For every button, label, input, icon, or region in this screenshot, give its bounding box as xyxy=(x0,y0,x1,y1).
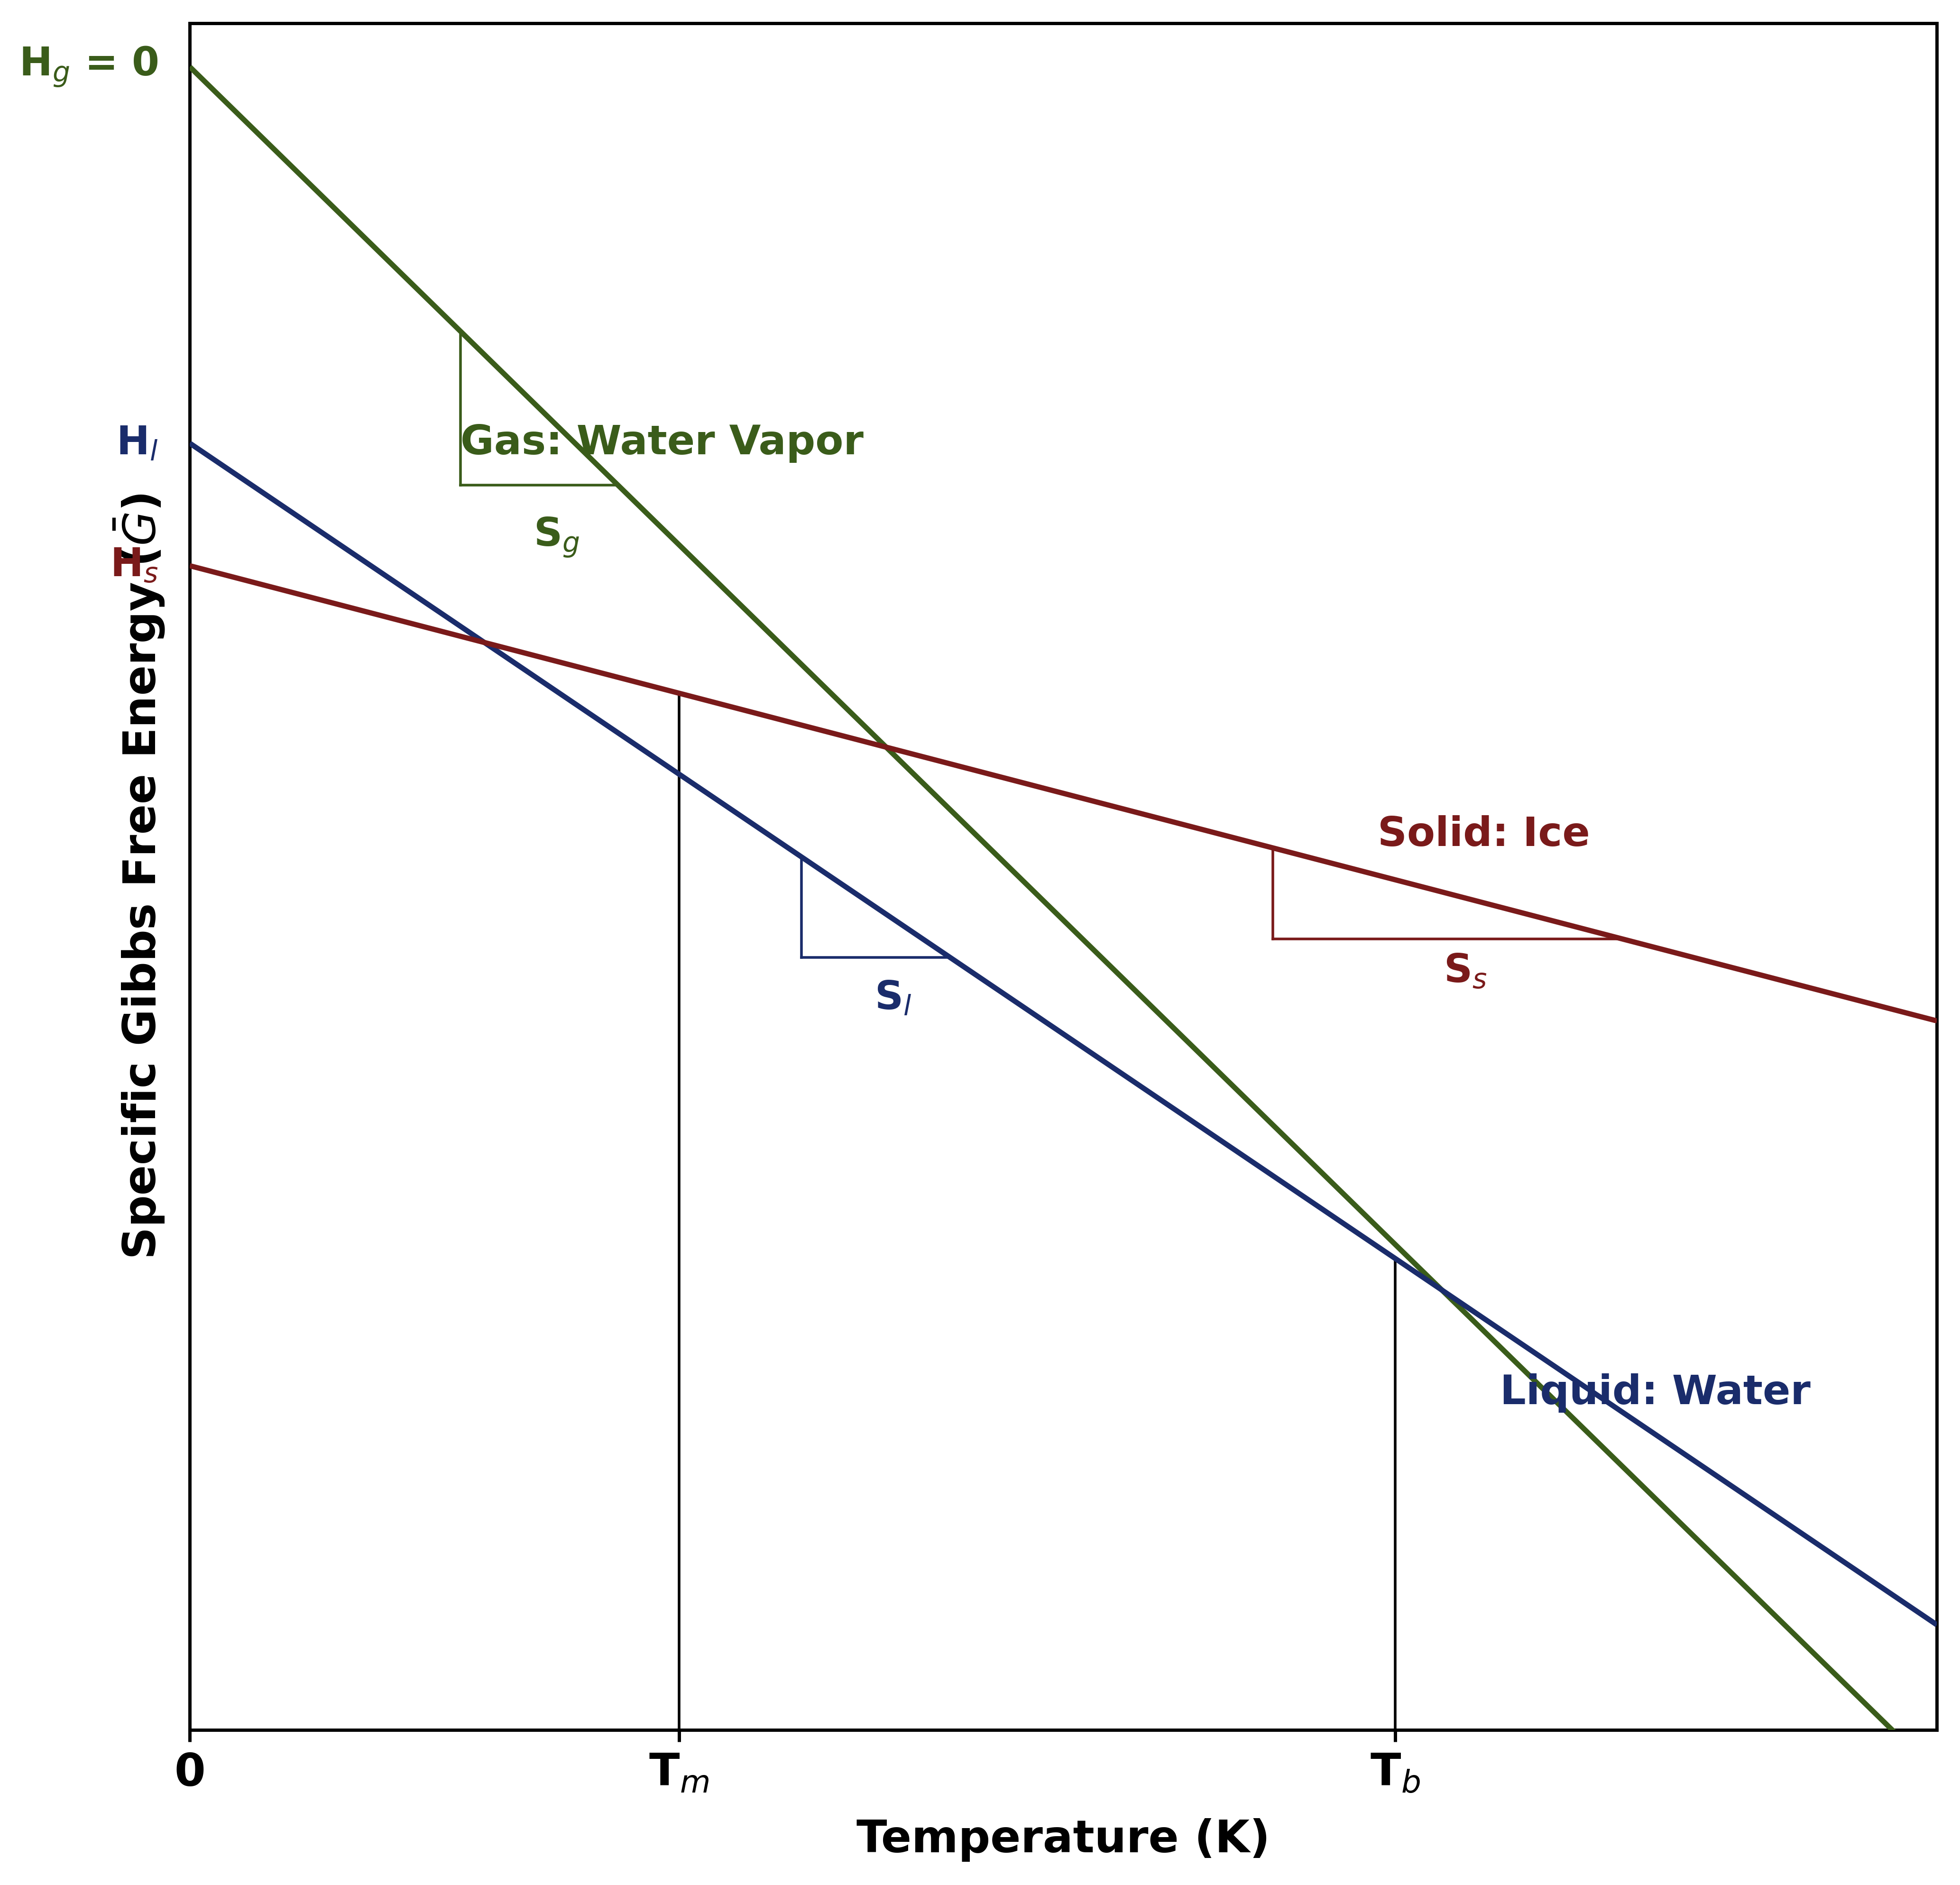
Y-axis label: Specific Gibbs Free Energy ($\bar{G}$): Specific Gibbs Free Energy ($\bar{G}$) xyxy=(112,494,167,1259)
Text: S$_{g}$: S$_{g}$ xyxy=(533,516,580,560)
Text: H$_{s}$: H$_{s}$ xyxy=(110,547,159,584)
Text: H$_{g}$ = 0: H$_{g}$ = 0 xyxy=(20,45,159,89)
Text: Solid: Ice: Solid: Ice xyxy=(1378,814,1590,854)
Text: H$_{l}$: H$_{l}$ xyxy=(116,424,159,462)
Text: S$_{l}$: S$_{l}$ xyxy=(874,978,911,1018)
Text: Gas: Water Vapor: Gas: Water Vapor xyxy=(461,424,864,462)
X-axis label: Temperature (K): Temperature (K) xyxy=(857,1819,1270,1862)
Text: Liquid: Water: Liquid: Water xyxy=(1499,1374,1811,1412)
Text: S$_{s}$: S$_{s}$ xyxy=(1443,952,1488,990)
